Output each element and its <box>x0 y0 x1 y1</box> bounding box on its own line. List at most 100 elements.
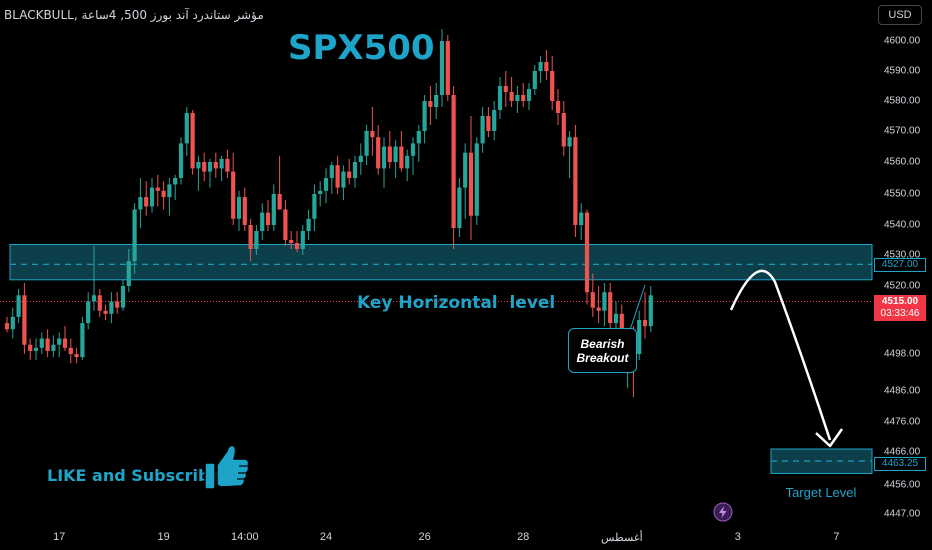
candle <box>45 329 50 358</box>
candle-body <box>39 338 44 348</box>
candles-layer <box>4 29 653 398</box>
candle <box>39 332 44 354</box>
candle <box>341 165 346 201</box>
symbol-header: BLACKBULL, مؤشر ستاندرد آند بورز 500, 4س… <box>4 8 264 22</box>
candle-body <box>167 184 172 198</box>
candle <box>428 86 433 125</box>
candle-body <box>86 301 91 324</box>
current-price-tag: 4515.00 03:33:46 <box>874 295 926 321</box>
candle <box>277 155 282 210</box>
candle-body <box>289 240 294 243</box>
candle <box>410 137 416 175</box>
candle-body <box>207 162 213 172</box>
thumbs-up-icon <box>204 444 250 490</box>
price-tick-label: 4590.00 <box>884 65 921 77</box>
candle-body <box>393 146 398 162</box>
candle <box>422 95 427 144</box>
candle <box>289 231 294 249</box>
candle-body <box>306 218 311 231</box>
candle-body <box>341 171 346 188</box>
candle <box>521 83 526 107</box>
candle <box>561 101 566 156</box>
lightning-icon[interactable] <box>713 502 733 522</box>
candle <box>126 249 131 293</box>
candle-body <box>526 89 532 101</box>
candle-body <box>265 212 271 225</box>
candle-body <box>532 71 537 89</box>
candle <box>254 225 259 255</box>
candle-body <box>323 178 329 191</box>
candle-body <box>358 155 363 162</box>
candle-body <box>370 131 375 138</box>
time-tick-label: 7 <box>833 531 840 543</box>
candle <box>4 316 10 333</box>
candle-body <box>271 194 276 225</box>
candle-body <box>515 95 520 101</box>
candle <box>405 149 410 182</box>
candle-body <box>439 41 445 95</box>
candle <box>468 116 474 240</box>
candle-body <box>300 231 305 249</box>
projection-arrowhead <box>815 428 844 448</box>
time-tick-label: 19 <box>157 531 170 543</box>
candle <box>57 332 62 358</box>
price-tick-label: 4550.00 <box>884 188 921 200</box>
candle <box>202 152 207 182</box>
candle-body <box>329 165 334 178</box>
candle <box>294 231 300 252</box>
candle-body <box>103 310 108 314</box>
candle-body <box>184 113 189 144</box>
candle-body <box>648 295 653 327</box>
candle <box>387 131 392 169</box>
candle <box>439 29 445 107</box>
candle-body <box>45 338 50 351</box>
candle-body <box>590 292 595 308</box>
price-tick-label: 4600.00 <box>884 35 921 47</box>
candle <box>312 184 317 231</box>
projection-curve <box>729 269 832 441</box>
candle <box>544 50 549 80</box>
candle <box>271 184 276 231</box>
candle <box>242 187 247 231</box>
candle <box>596 286 601 324</box>
projection-arrow <box>729 269 844 448</box>
time-tick-label: 26 <box>418 531 431 543</box>
candle-body <box>202 162 207 172</box>
candle-body <box>596 307 601 311</box>
candle-body <box>51 344 56 351</box>
candle-body <box>294 243 300 249</box>
price-tick-label: 4498.00 <box>884 348 921 360</box>
symbol-name: BLACKBULL <box>4 8 74 22</box>
candle-body <box>149 187 155 207</box>
candle-body <box>364 131 369 156</box>
candle-body <box>68 347 73 354</box>
candle <box>352 155 358 188</box>
candle <box>190 110 195 175</box>
candle <box>497 77 503 119</box>
candle-body <box>155 187 160 191</box>
candle <box>196 155 201 191</box>
candle <box>492 101 497 141</box>
candle <box>236 190 242 231</box>
candle-body <box>97 295 102 311</box>
bearish-breakout-callout: Bearish Breakout <box>568 328 637 373</box>
time-tick-label: 14:00 <box>231 531 259 543</box>
zones-layer <box>0 244 873 474</box>
candle <box>138 178 143 228</box>
candle-body <box>387 146 392 162</box>
like-subscribe-text: LIKE and Subscribe <box>47 466 221 485</box>
candle-body <box>231 171 236 219</box>
candle <box>445 35 450 101</box>
candle <box>393 140 398 178</box>
currency-button[interactable]: USD <box>878 5 922 25</box>
candle <box>306 209 311 240</box>
price-tick-label: 4520.00 <box>884 280 921 292</box>
time-tick-label: 24 <box>319 531 333 543</box>
candle-body <box>451 95 456 228</box>
candle <box>91 246 97 311</box>
candle-body <box>178 143 184 178</box>
candle-body <box>236 197 242 219</box>
key-level-label: Key Horizontal level <box>357 293 556 313</box>
candle-body <box>219 158 224 169</box>
